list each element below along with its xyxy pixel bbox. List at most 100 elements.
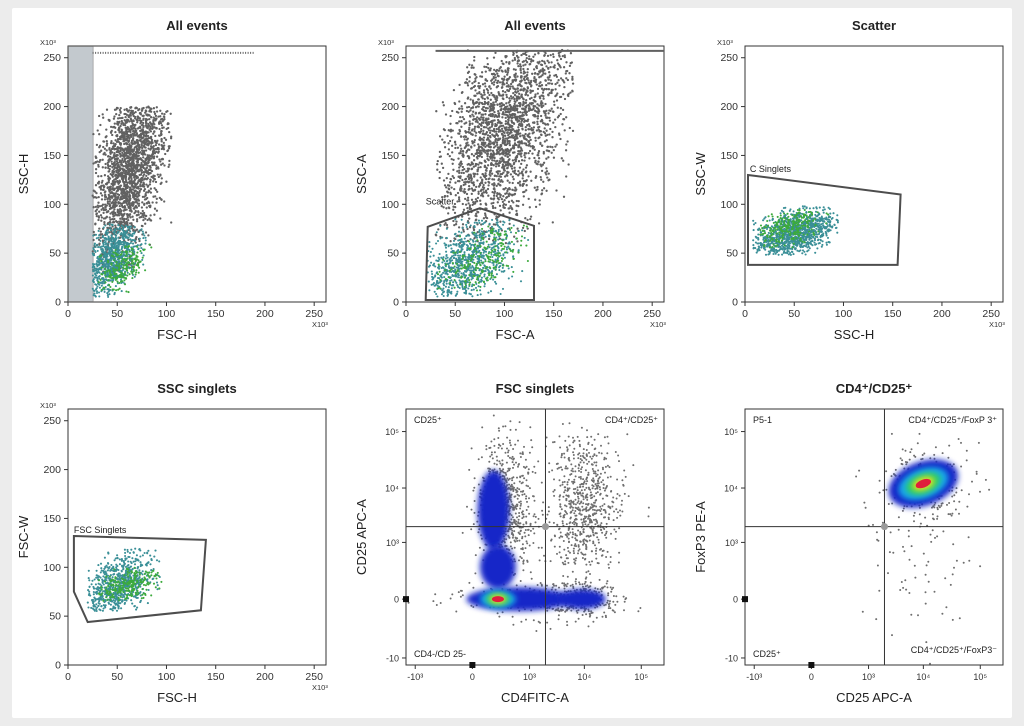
scatter-point: [508, 154, 511, 157]
scatter-point: [545, 157, 548, 160]
scatter-point: [113, 122, 116, 125]
scatter-point: [102, 262, 105, 265]
scatter-point: [561, 123, 564, 126]
scatter-point: [128, 174, 131, 177]
scatter-point: [125, 251, 128, 254]
scatter-point: [555, 75, 559, 78]
scatter-point: [150, 175, 153, 179]
scatter-point: [541, 67, 544, 70]
scatter-point: [137, 247, 140, 250]
scatter-point: [115, 174, 118, 177]
scatter-point: [509, 95, 513, 98]
scatter-point: [473, 127, 476, 131]
scatter-point: [127, 238, 130, 242]
scatter-point: [120, 260, 123, 263]
scatter-point: [159, 163, 163, 166]
scatter-point: [543, 54, 546, 57]
scatter-point: [545, 139, 548, 142]
scatter-point: [141, 201, 144, 204]
scatter-point: [508, 158, 511, 161]
scatter-point: [483, 174, 486, 177]
scatter-point: [98, 267, 101, 270]
scatter-point: [441, 166, 445, 170]
scatter-point: [147, 200, 150, 203]
scatter-point: [539, 163, 542, 166]
scatter-point: [466, 82, 469, 85]
scatter-point: [512, 68, 516, 71]
scatter-point: [507, 200, 511, 203]
scatter-point: [495, 127, 498, 131]
scatter-point: [102, 226, 105, 229]
scatter-point: [166, 122, 170, 125]
scatter-point: [487, 237, 491, 241]
scatter-point: [550, 107, 553, 110]
scatter-point: [515, 129, 518, 132]
scatter-point: [130, 164, 134, 167]
scatter-point: [146, 164, 149, 167]
scatter-point: [516, 90, 520, 93]
scatter-point: [566, 140, 569, 143]
scatter-point: [484, 145, 487, 149]
scatter-point: [115, 190, 118, 193]
scatter-point: [123, 123, 127, 127]
scatter-point: [571, 75, 574, 79]
scatter-point: [484, 109, 488, 112]
scatter-point: [100, 174, 103, 178]
scatter-point: [534, 205, 538, 209]
scatter-point: [473, 55, 476, 59]
scatter-point: [125, 132, 128, 135]
scatter-point: [122, 131, 126, 134]
scatter-point: [475, 212, 478, 215]
scatter-point: [113, 231, 116, 234]
scatter-point: [537, 62, 540, 65]
scatter-point: [472, 159, 476, 162]
scatter-point: [131, 234, 134, 238]
scatter-point: [143, 177, 147, 180]
scatter-point: [102, 217, 106, 220]
scatter-point: [524, 126, 527, 129]
scatter-point: [530, 102, 533, 105]
scatter-point: [112, 147, 116, 150]
scatter-point: [140, 142, 143, 146]
scatter-point: [95, 214, 98, 218]
scatter-point: [508, 132, 511, 135]
scatter-point: [505, 85, 508, 88]
scatter-point: [111, 179, 115, 183]
scatter-point: [514, 117, 518, 121]
scatter-point: [448, 139, 452, 143]
scatter-point: [444, 221, 447, 225]
scatter-point: [528, 125, 531, 128]
scatter-point: [135, 157, 138, 160]
x-axis-label: FSC-H: [157, 327, 197, 342]
scatter-point: [448, 184, 451, 187]
scatter-point: [161, 144, 164, 147]
x-tick-label: 0: [65, 308, 71, 320]
scatter-point: [467, 144, 470, 147]
scatter-point: [536, 120, 539, 123]
scatter-point: [159, 174, 162, 177]
scatter-point: [565, 116, 568, 119]
scatter-point: [131, 173, 134, 176]
scatter-point: [492, 197, 496, 200]
scatter-point: [100, 233, 104, 236]
scatter-point: [100, 248, 103, 251]
scatter-point: [468, 205, 471, 209]
scatter-point: [471, 133, 474, 136]
scatter-point: [149, 130, 153, 133]
scatter-point: [137, 199, 141, 202]
chart-panel-2: All eventsScatter00505010010015015020020…: [354, 18, 666, 342]
scatter-point: [131, 272, 134, 275]
scatter-point: [449, 130, 453, 133]
scatter-point: [126, 200, 129, 203]
scatter-point: [478, 131, 482, 134]
scatter-point: [104, 281, 107, 284]
scatter-point: [481, 179, 484, 183]
scatter-point: [163, 112, 166, 116]
scatter-point: [108, 275, 111, 278]
scatter-point: [135, 269, 138, 272]
scatter-point: [548, 91, 551, 95]
scatter-point: [134, 123, 137, 127]
scatter-point: [542, 121, 545, 125]
scatter-point: [508, 87, 512, 90]
scatter-point: [464, 177, 468, 181]
